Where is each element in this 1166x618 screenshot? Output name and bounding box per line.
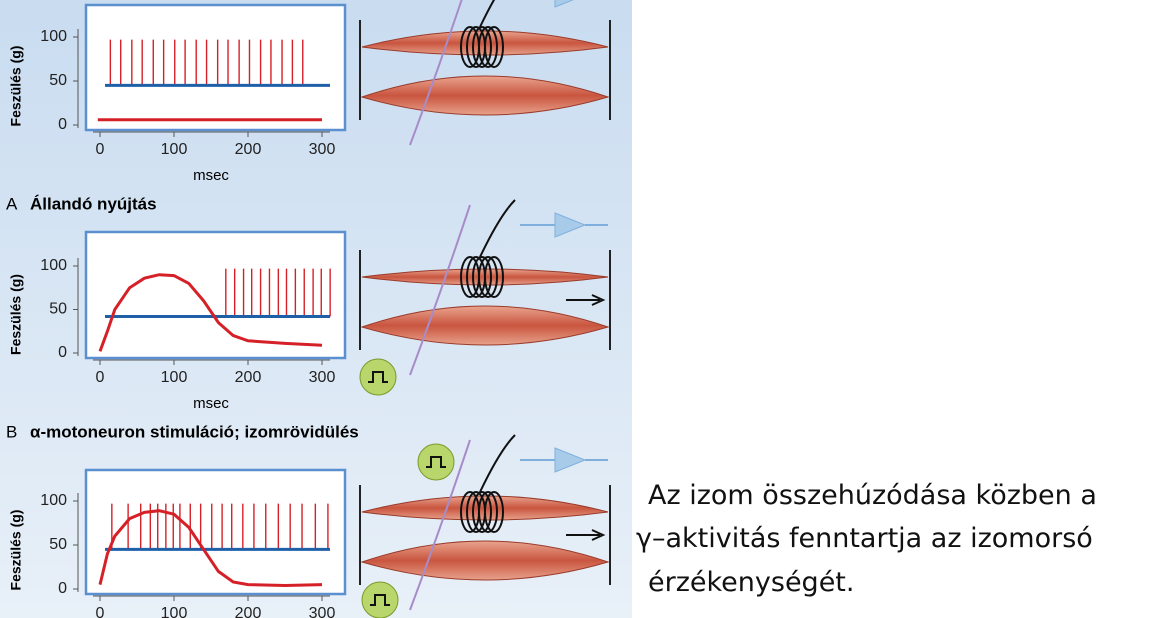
extrafusal-fiber bbox=[360, 540, 610, 581]
caption-line: γ–aktivitás fenntartja az izomorsó bbox=[636, 523, 1093, 554]
afferent-nerve bbox=[479, 434, 516, 493]
tension-line bbox=[98, 509, 323, 588]
x-tick-label: 100 bbox=[161, 369, 188, 386]
x-tick-label: 200 bbox=[235, 605, 262, 618]
x-tick-label: 100 bbox=[161, 605, 188, 618]
coil bbox=[472, 256, 492, 298]
y-tick-label: 100 bbox=[40, 28, 67, 45]
chart: 0 50 100 0 100 200 300 Feszülés (g) bbox=[8, 468, 347, 618]
x-tick-label: 200 bbox=[235, 141, 262, 158]
x-axis-label: msec bbox=[193, 167, 229, 184]
muscle-illustration bbox=[359, 0, 611, 146]
stimulator bbox=[359, 358, 397, 396]
stimulator-pulse bbox=[426, 456, 446, 468]
x-axis-label: msec bbox=[193, 395, 229, 412]
x-tick-label: 0 bbox=[96, 369, 105, 386]
chart: 0 50 100 0 100 200 300 Feszülés (g) msec B α-moton… bbox=[6, 230, 359, 441]
panel-letter: A bbox=[6, 194, 18, 213]
stretch-arrow bbox=[566, 294, 606, 306]
coil bbox=[478, 256, 498, 298]
nerve bbox=[409, 439, 471, 611]
y-axis-label: Feszülés (g) bbox=[8, 46, 24, 127]
y-tick-label: 100 bbox=[40, 492, 67, 509]
stimulator-pulse bbox=[368, 371, 388, 383]
y-tick-label: 50 bbox=[49, 72, 67, 89]
amplifier bbox=[554, 0, 574, 8]
coil bbox=[478, 491, 498, 533]
x-tick-label: 200 bbox=[235, 369, 262, 386]
caption-line: Az izom összehúzódása közben a bbox=[648, 480, 1097, 511]
charts: 0 50 100 0 100 200 300 Feszülés (g) msec A Állandó… bbox=[6, 3, 359, 618]
y-tick-label: 0 bbox=[58, 580, 67, 597]
plot-frame bbox=[84, 3, 347, 132]
y-tick-label: 0 bbox=[58, 344, 67, 361]
y-tick-label: 50 bbox=[49, 301, 67, 318]
stimulator bbox=[417, 443, 455, 481]
nerve bbox=[409, 0, 463, 146]
x-tick-label: 300 bbox=[309, 141, 336, 158]
nerve bbox=[409, 204, 471, 376]
panel-letter: B bbox=[6, 422, 17, 441]
plot-frame bbox=[84, 468, 347, 596]
x-tick-label: 0 bbox=[96, 141, 105, 158]
stimulator-pulse bbox=[370, 594, 390, 606]
extrafusal-fiber bbox=[360, 305, 610, 346]
muscle-illustration bbox=[359, 199, 611, 376]
muscle-illustration bbox=[359, 434, 611, 611]
y-tick-label: 100 bbox=[40, 257, 67, 274]
stretch-arrow bbox=[566, 529, 606, 541]
x-tick-label: 100 bbox=[161, 141, 188, 158]
afferent-nerve bbox=[479, 199, 516, 258]
x-tick-label: 300 bbox=[309, 369, 336, 386]
y-axis-label: Feszülés (g) bbox=[8, 510, 24, 591]
stimulator bbox=[361, 581, 399, 618]
coil bbox=[484, 26, 504, 68]
y-tick-label: 0 bbox=[58, 116, 67, 133]
y-axis-label: Feszülés (g) bbox=[8, 274, 24, 355]
coil bbox=[478, 26, 498, 68]
plot-frame bbox=[84, 230, 347, 360]
chart: 0 50 100 0 100 200 300 Feszülés (g) msec A Állandó… bbox=[6, 3, 347, 213]
caption-line: érzékenységét. bbox=[648, 567, 854, 598]
coil bbox=[484, 256, 504, 298]
panel-title: α-motoneuron stimuláció; izomrövidülés bbox=[30, 422, 359, 441]
x-tick-label: 300 bbox=[309, 605, 336, 618]
coil bbox=[472, 491, 492, 533]
coil bbox=[484, 491, 504, 533]
panel-title: Állandó nyújtás bbox=[30, 194, 157, 213]
afferent-nerve bbox=[479, 0, 496, 28]
x-tick-label: 0 bbox=[96, 605, 105, 618]
tension-line bbox=[98, 273, 323, 352]
y-tick-label: 50 bbox=[49, 536, 67, 553]
coil bbox=[472, 26, 492, 68]
extrafusal-fiber bbox=[360, 75, 610, 116]
